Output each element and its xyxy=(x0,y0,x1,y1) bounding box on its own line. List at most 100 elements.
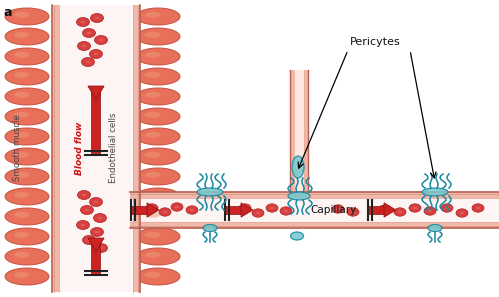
Ellipse shape xyxy=(14,212,29,218)
Ellipse shape xyxy=(239,204,251,212)
Text: Endothelial cells: Endothelial cells xyxy=(109,113,118,183)
Ellipse shape xyxy=(136,48,180,65)
Ellipse shape xyxy=(14,92,29,98)
Ellipse shape xyxy=(136,8,180,25)
Ellipse shape xyxy=(76,18,89,26)
Ellipse shape xyxy=(284,210,288,212)
Ellipse shape xyxy=(80,206,93,214)
Ellipse shape xyxy=(5,28,49,45)
Ellipse shape xyxy=(456,209,468,217)
Ellipse shape xyxy=(93,214,106,222)
Bar xyxy=(290,70,294,192)
Ellipse shape xyxy=(136,168,180,185)
Ellipse shape xyxy=(288,192,310,200)
Ellipse shape xyxy=(145,252,160,258)
Ellipse shape xyxy=(90,228,103,236)
Ellipse shape xyxy=(163,211,167,213)
Ellipse shape xyxy=(145,232,160,238)
Ellipse shape xyxy=(472,204,484,212)
Ellipse shape xyxy=(428,210,432,212)
Ellipse shape xyxy=(5,108,49,125)
Ellipse shape xyxy=(5,88,49,105)
Ellipse shape xyxy=(87,32,91,34)
Ellipse shape xyxy=(136,208,180,225)
Ellipse shape xyxy=(98,217,102,219)
Ellipse shape xyxy=(428,225,442,231)
Ellipse shape xyxy=(145,172,160,178)
Ellipse shape xyxy=(190,209,194,211)
Ellipse shape xyxy=(146,204,158,212)
Ellipse shape xyxy=(136,268,180,285)
Ellipse shape xyxy=(82,194,86,196)
Ellipse shape xyxy=(409,204,421,212)
Bar xyxy=(133,5,140,292)
Ellipse shape xyxy=(14,72,29,78)
Ellipse shape xyxy=(145,192,160,198)
Ellipse shape xyxy=(413,207,417,209)
Ellipse shape xyxy=(145,272,160,278)
Ellipse shape xyxy=(394,208,406,216)
Ellipse shape xyxy=(422,188,448,196)
Ellipse shape xyxy=(347,208,359,216)
Ellipse shape xyxy=(14,252,29,258)
Ellipse shape xyxy=(460,212,464,214)
Ellipse shape xyxy=(441,204,453,212)
Ellipse shape xyxy=(77,42,90,50)
Ellipse shape xyxy=(203,225,217,231)
Ellipse shape xyxy=(81,224,85,226)
Bar xyxy=(368,206,384,214)
Bar xyxy=(304,70,308,192)
Ellipse shape xyxy=(136,228,180,245)
Ellipse shape xyxy=(82,29,95,37)
Ellipse shape xyxy=(5,48,49,65)
Ellipse shape xyxy=(379,205,391,213)
Ellipse shape xyxy=(14,132,29,138)
Ellipse shape xyxy=(89,198,102,206)
Ellipse shape xyxy=(14,172,29,178)
Ellipse shape xyxy=(81,21,85,23)
Ellipse shape xyxy=(5,248,49,265)
Ellipse shape xyxy=(14,192,29,198)
Ellipse shape xyxy=(351,211,355,213)
Ellipse shape xyxy=(136,108,180,125)
Ellipse shape xyxy=(150,207,154,209)
Ellipse shape xyxy=(171,203,183,211)
Ellipse shape xyxy=(14,232,29,238)
Ellipse shape xyxy=(256,212,260,214)
Ellipse shape xyxy=(5,168,49,185)
Ellipse shape xyxy=(77,190,90,200)
Ellipse shape xyxy=(99,247,103,249)
Ellipse shape xyxy=(136,188,180,205)
Polygon shape xyxy=(384,203,396,217)
Ellipse shape xyxy=(197,188,223,196)
Bar xyxy=(91,86,100,155)
Ellipse shape xyxy=(332,205,344,213)
Text: Pericytes: Pericytes xyxy=(350,37,401,47)
Ellipse shape xyxy=(136,28,180,45)
Ellipse shape xyxy=(95,17,99,19)
Ellipse shape xyxy=(82,236,95,244)
Ellipse shape xyxy=(270,207,274,209)
Ellipse shape xyxy=(145,92,160,98)
Ellipse shape xyxy=(145,152,160,158)
Ellipse shape xyxy=(145,12,160,18)
Bar xyxy=(130,192,499,198)
Ellipse shape xyxy=(280,207,292,215)
Ellipse shape xyxy=(145,72,160,78)
Ellipse shape xyxy=(290,232,303,240)
Ellipse shape xyxy=(292,156,304,178)
Bar xyxy=(130,222,499,228)
Bar xyxy=(225,206,241,214)
Ellipse shape xyxy=(5,268,49,285)
Polygon shape xyxy=(147,203,159,217)
Ellipse shape xyxy=(14,272,29,278)
Ellipse shape xyxy=(266,204,278,212)
Ellipse shape xyxy=(136,68,180,85)
Ellipse shape xyxy=(5,228,49,245)
Ellipse shape xyxy=(82,45,86,47)
Ellipse shape xyxy=(136,148,180,165)
Ellipse shape xyxy=(445,207,449,209)
Ellipse shape xyxy=(14,52,29,58)
Ellipse shape xyxy=(5,148,49,165)
Ellipse shape xyxy=(186,206,198,214)
